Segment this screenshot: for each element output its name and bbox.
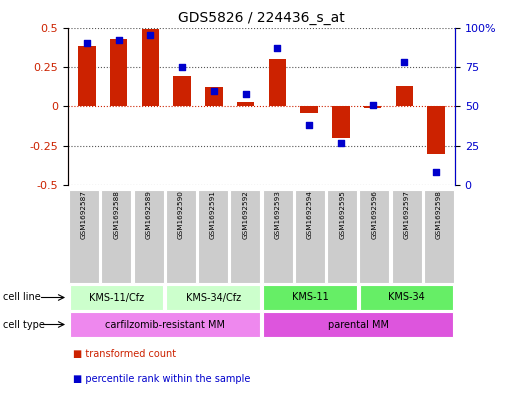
Text: GSM1692595: GSM1692595 bbox=[339, 191, 345, 239]
Text: KMS-11/Cfz: KMS-11/Cfz bbox=[89, 292, 144, 303]
Point bbox=[178, 64, 186, 70]
Bar bbox=[364, 106, 381, 108]
Text: parental MM: parental MM bbox=[328, 320, 389, 329]
Text: KMS-11: KMS-11 bbox=[291, 292, 328, 303]
Point bbox=[432, 169, 440, 176]
Bar bbox=[300, 106, 318, 112]
Point bbox=[305, 122, 313, 129]
Text: GSM1692588: GSM1692588 bbox=[113, 191, 119, 239]
Bar bbox=[78, 46, 96, 106]
Point bbox=[146, 32, 155, 39]
Point bbox=[115, 37, 123, 43]
Text: ■ transformed count: ■ transformed count bbox=[73, 349, 176, 359]
Text: GSM1692597: GSM1692597 bbox=[404, 191, 410, 239]
Text: GSM1692589: GSM1692589 bbox=[145, 191, 152, 239]
Point bbox=[242, 90, 250, 97]
Point bbox=[210, 87, 218, 94]
Point bbox=[337, 140, 345, 146]
Text: GSM1692591: GSM1692591 bbox=[210, 191, 216, 239]
Text: KMS-34/Cfz: KMS-34/Cfz bbox=[186, 292, 241, 303]
Title: GDS5826 / 224436_s_at: GDS5826 / 224436_s_at bbox=[178, 11, 345, 25]
Bar bbox=[110, 39, 128, 106]
Bar bbox=[427, 106, 445, 154]
Text: GSM1692592: GSM1692592 bbox=[242, 191, 248, 239]
Bar bbox=[205, 87, 223, 106]
Bar bbox=[332, 106, 349, 138]
Bar bbox=[237, 101, 254, 106]
Bar bbox=[174, 76, 191, 106]
Text: GSM1692590: GSM1692590 bbox=[178, 191, 184, 239]
Text: GSM1692593: GSM1692593 bbox=[275, 191, 281, 239]
Text: KMS-34: KMS-34 bbox=[388, 292, 425, 303]
Text: cell line: cell line bbox=[3, 292, 40, 303]
Text: ■ percentile rank within the sample: ■ percentile rank within the sample bbox=[73, 374, 251, 384]
Point bbox=[368, 101, 377, 108]
Text: cell type: cell type bbox=[3, 320, 44, 329]
Text: GSM1692587: GSM1692587 bbox=[81, 191, 87, 239]
Point bbox=[83, 40, 91, 46]
Bar bbox=[142, 29, 159, 106]
Text: GSM1692598: GSM1692598 bbox=[436, 191, 442, 239]
Bar bbox=[269, 59, 286, 106]
Bar bbox=[395, 86, 413, 106]
Text: carfilzomib-resistant MM: carfilzomib-resistant MM bbox=[105, 320, 225, 329]
Point bbox=[400, 59, 408, 65]
Text: GSM1692594: GSM1692594 bbox=[307, 191, 313, 239]
Text: GSM1692596: GSM1692596 bbox=[371, 191, 378, 239]
Point bbox=[273, 45, 281, 51]
